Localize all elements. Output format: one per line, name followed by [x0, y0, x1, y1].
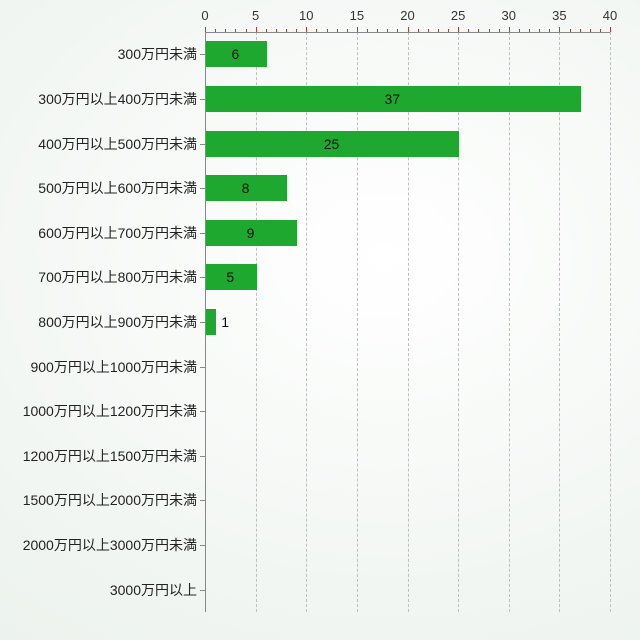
- bar-value-label: 6: [231, 46, 239, 62]
- gridline: [458, 32, 459, 612]
- bar-value-label: 1: [221, 314, 229, 330]
- gridline: [408, 32, 409, 612]
- bar: [206, 309, 216, 335]
- category-label: 500万円以上600万円未満: [38, 178, 205, 198]
- bar-value-label: 37: [385, 91, 401, 107]
- category-label: 3000万円以上: [110, 580, 205, 600]
- x-tick-label: 5: [252, 8, 259, 23]
- x-tick: [610, 27, 611, 32]
- x-tick-label: 40: [603, 8, 617, 23]
- category-label: 600万円以上700万円未満: [38, 223, 205, 243]
- x-tick-label: 10: [299, 8, 313, 23]
- category-label: 1500万円以上2000万円未満: [23, 490, 205, 510]
- bar-value-label: 25: [324, 136, 340, 152]
- gridline: [509, 32, 510, 612]
- gridline: [610, 32, 611, 612]
- category-label: 800万円以上900万円未満: [38, 312, 205, 332]
- x-tick-label: 25: [451, 8, 465, 23]
- x-tick-label: 15: [350, 8, 364, 23]
- x-tick-label: 20: [400, 8, 414, 23]
- category-label: 300万円以上400万円未満: [38, 89, 205, 109]
- x-tick-label: 30: [502, 8, 516, 23]
- category-label: 400万円以上500万円未満: [38, 134, 205, 154]
- category-label: 2000万円以上3000万円未満: [23, 535, 205, 555]
- plot-area: 0510152025303540300万円未満6300万円以上400万円未満37…: [205, 32, 610, 612]
- gridline: [559, 32, 560, 612]
- bar-value-label: 9: [247, 225, 255, 241]
- bar-value-label: 8: [242, 180, 250, 196]
- gridline: [357, 32, 358, 612]
- category-label: 300万円未満: [118, 44, 205, 64]
- x-tick-label: 35: [552, 8, 566, 23]
- category-label: 900万円以上1000万円未満: [30, 357, 205, 377]
- bar-value-label: 5: [226, 269, 234, 285]
- category-label: 1200万円以上1500万円未満: [23, 446, 205, 466]
- x-tick-label: 0: [201, 8, 208, 23]
- category-label: 700万円以上800万円未満: [38, 267, 205, 287]
- x-axis-line: [205, 32, 610, 33]
- gridline: [256, 32, 257, 612]
- category-label: 1000万円以上1200万円未満: [23, 401, 205, 421]
- gridline: [306, 32, 307, 612]
